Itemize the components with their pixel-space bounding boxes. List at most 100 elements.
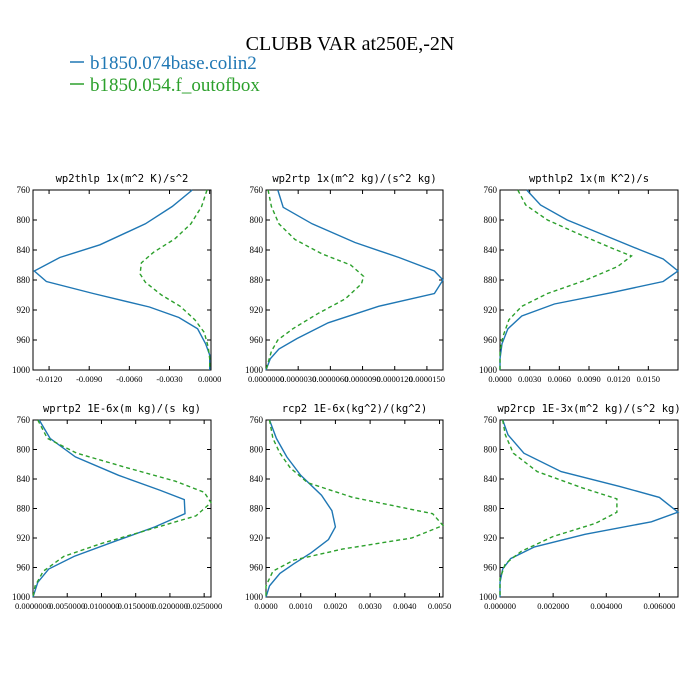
y-tick-label: 960 bbox=[250, 335, 264, 345]
y-tick-label: 800 bbox=[484, 445, 498, 455]
x-tick-label: 0.0000060 bbox=[312, 374, 348, 384]
y-tick-label: 760 bbox=[250, 185, 264, 195]
chart-panel-6: wp2rcp 1E-3x(m^2 kg)/(s^2 kg)760 800 840 88… bbox=[479, 403, 681, 611]
y-tick-label: 840 bbox=[484, 245, 498, 255]
y-tick-label: 760 bbox=[484, 185, 498, 195]
y-tick-label: 880 bbox=[484, 504, 498, 514]
y-tick-label: 800 bbox=[484, 215, 498, 225]
panel-title: wp2thlp 1x(m^2 K)/s^2 bbox=[56, 173, 189, 185]
series-line-2 bbox=[32, 419, 212, 598]
chart-panel-4: wprtp2 1E-6x(m kg)/(s kg) 760 800 840 880 920… bbox=[12, 403, 222, 611]
y-tick-label: 1000 bbox=[12, 592, 31, 602]
x-tick-label: 0.004000 bbox=[590, 601, 622, 611]
series-line-2 bbox=[139, 189, 211, 370]
y-tick-label: 1000 bbox=[12, 365, 31, 375]
chart-panel-1: wp2thlp 1x(m^2 K)/s^2 760 800 840 880 920 960 1… bbox=[12, 173, 221, 384]
figure-title: CLUBB VAR at250E,-2N bbox=[246, 33, 455, 55]
x-tick-label: 0.0060 bbox=[548, 374, 571, 384]
panels: wp2thlp 1x(m^2 K)/s^2 760 800 840 880 920 960 1… bbox=[12, 173, 681, 611]
y-tick-label: 880 bbox=[17, 504, 31, 514]
x-tick-label: 0.0000120 bbox=[377, 374, 413, 384]
x-tick-label: 0.0040 bbox=[393, 601, 416, 611]
legend-label-2: b1850.054.f_outofbox bbox=[90, 75, 260, 96]
x-tick-label: 0.0020 bbox=[324, 601, 347, 611]
series-line-1 bbox=[265, 419, 337, 598]
y-tick-label: 880 bbox=[250, 275, 264, 285]
x-tick-label: 0.006000 bbox=[643, 601, 675, 611]
y-tick-label: 840 bbox=[17, 245, 31, 255]
y-tick-label: 880 bbox=[484, 275, 498, 285]
legend-label-1: b1850.074base.colin2 bbox=[90, 53, 257, 74]
x-tick-label: -0.0090 bbox=[76, 374, 102, 384]
panel-title: rcp2 1E-6x(kg^2)/(kg^2) bbox=[282, 403, 427, 415]
x-tick-label: 0.0030 bbox=[518, 374, 541, 384]
panel-title: wp2rcp 1E-3x(m^2 kg)/(s^2 kg) bbox=[497, 403, 680, 415]
x-tick-label: 0.0000030 bbox=[280, 374, 316, 384]
chart-panel-3: wpthlp2 1x(m K^2)/s 760 800 840 880 920 960 100… bbox=[479, 173, 680, 384]
x-tick-label: 0.0090 bbox=[577, 374, 600, 384]
y-tick-label: 920 bbox=[250, 305, 264, 315]
y-tick-label: 960 bbox=[17, 335, 31, 345]
y-tick-label: 840 bbox=[250, 245, 264, 255]
y-tick-label: 1000 bbox=[479, 365, 498, 375]
y-tick-label: 960 bbox=[484, 335, 498, 345]
y-tick-label: 760 bbox=[17, 185, 31, 195]
x-tick-label: 0.0000 bbox=[198, 374, 221, 384]
y-tick-label: 920 bbox=[484, 305, 498, 315]
series-line-2 bbox=[265, 189, 365, 371]
x-tick-label: 0.0000 bbox=[488, 374, 511, 384]
y-tick-label: 800 bbox=[250, 445, 264, 455]
series-line-2 bbox=[499, 189, 633, 370]
x-tick-label: 0.0050 bbox=[428, 601, 451, 611]
chart-panel-2: wp2rtp 1x(m^2 kg)/(s^2 kg) 760 800 840 880 92… bbox=[245, 173, 445, 384]
x-tick-label: 0.0000090 bbox=[344, 374, 380, 384]
x-tick-label: 0.0100000 bbox=[83, 601, 119, 611]
panel-title: wpthlp2 1x(m K^2)/s bbox=[529, 173, 649, 185]
x-tick-label: -0.0060 bbox=[116, 374, 142, 384]
x-tick-label: 0.0030 bbox=[358, 601, 381, 611]
y-tick-label: 800 bbox=[17, 215, 31, 225]
x-tick-label: 0.0050000 bbox=[49, 601, 85, 611]
x-tick-label: 0.002000 bbox=[537, 601, 569, 611]
x-tick-label: 0.0010 bbox=[289, 601, 312, 611]
panel-title: wp2rtp 1x(m^2 kg)/(s^2 kg) bbox=[272, 173, 436, 185]
series-line-2 bbox=[499, 419, 618, 597]
y-tick-label: 1000 bbox=[245, 592, 264, 602]
x-tick-label: 0.0250000 bbox=[186, 601, 222, 611]
y-tick-label: 920 bbox=[17, 533, 31, 543]
series-line-1 bbox=[265, 189, 444, 371]
y-tick-label: 920 bbox=[250, 533, 264, 543]
y-tick-label: 840 bbox=[484, 474, 498, 484]
x-tick-label: 0.0000000 bbox=[15, 601, 51, 611]
y-tick-label: 840 bbox=[250, 474, 264, 484]
x-tick-label: 0.0000000 bbox=[248, 374, 284, 384]
y-tick-label: 800 bbox=[17, 445, 31, 455]
y-tick-label: 920 bbox=[484, 533, 498, 543]
y-tick-label: 840 bbox=[17, 474, 31, 484]
y-tick-label: 760 bbox=[484, 415, 498, 425]
y-tick-label: 1000 bbox=[479, 592, 498, 602]
y-tick-label: 960 bbox=[484, 563, 498, 573]
y-tick-label: 1000 bbox=[245, 365, 264, 375]
x-tick-label: 0.0000150 bbox=[409, 374, 445, 384]
x-tick-label: 0.0150000 bbox=[118, 601, 154, 611]
x-tick-label: 0.0000 bbox=[254, 601, 277, 611]
x-tick-label: -0.0030 bbox=[156, 374, 182, 384]
series-line-2 bbox=[265, 419, 445, 597]
y-tick-label: 760 bbox=[17, 415, 31, 425]
x-tick-label: 0.0120 bbox=[607, 374, 630, 384]
y-tick-label: 800 bbox=[250, 215, 264, 225]
y-tick-label: 760 bbox=[250, 415, 264, 425]
series-line-1 bbox=[499, 189, 680, 370]
legend: b1850.074base.colin2 b1850.054.f_outofbo… bbox=[70, 53, 260, 96]
y-tick-label: 960 bbox=[17, 563, 31, 573]
x-tick-label: 0.0150 bbox=[637, 374, 660, 384]
series-line-1 bbox=[33, 189, 211, 370]
y-tick-label: 960 bbox=[250, 563, 264, 573]
chart-panel-5: rcp2 1E-6x(kg^2)/(kg^2) 760 800 840 880 920 96… bbox=[245, 403, 451, 611]
y-tick-label: 880 bbox=[17, 275, 31, 285]
x-tick-label: 0.0200000 bbox=[152, 601, 188, 611]
x-tick-label: -0.0120 bbox=[36, 374, 62, 384]
